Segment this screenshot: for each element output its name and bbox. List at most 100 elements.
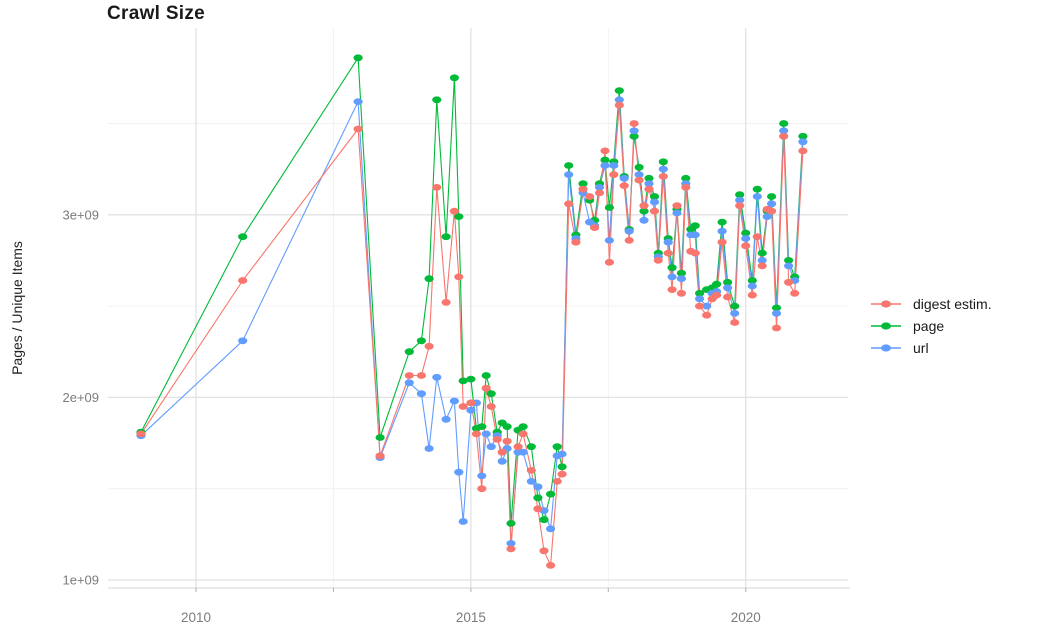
data-point-digest — [676, 289, 687, 297]
data-point-page — [404, 348, 414, 356]
data-point-page — [481, 372, 491, 379]
data-point-url — [717, 227, 727, 235]
data-point-digest — [518, 430, 528, 438]
data-point-digest — [723, 293, 733, 301]
data-point-url — [619, 174, 629, 182]
data-point-url — [614, 96, 624, 104]
data-point-page — [667, 264, 677, 272]
data-point-page — [486, 390, 496, 398]
legend-label-page: page — [913, 318, 945, 334]
data-point-url — [609, 162, 619, 169]
legend-item-digest: digest estim. — [870, 293, 992, 315]
x-tick-label: 2020 — [731, 610, 761, 625]
x-tick-label: 2015 — [456, 610, 486, 625]
data-point-digest — [506, 545, 516, 553]
data-point-digest — [644, 185, 654, 193]
data-point-url — [466, 406, 476, 414]
data-point-url — [798, 138, 808, 146]
data-point-page — [741, 229, 751, 237]
data-point-page — [649, 193, 660, 200]
data-point-page — [466, 375, 476, 383]
data-point-page — [449, 74, 459, 82]
data-point-page — [634, 163, 644, 171]
data-point-digest — [624, 237, 634, 244]
data-point-page — [502, 423, 512, 430]
data-point-digest — [416, 372, 426, 379]
data-point-url — [546, 525, 556, 533]
data-point-url — [486, 443, 496, 451]
legend-item-url: url — [870, 337, 992, 359]
data-point-page — [658, 158, 668, 166]
data-point-url — [723, 284, 733, 292]
legend-item-page: page — [870, 315, 992, 337]
data-point-url — [238, 337, 248, 345]
data-point-url — [629, 127, 639, 135]
data-point-digest — [614, 101, 624, 109]
data-point-url — [784, 262, 794, 270]
data-point-url — [604, 237, 615, 244]
data-point-page — [546, 490, 556, 498]
data-point-digest — [578, 185, 588, 193]
data-point-digest — [526, 467, 536, 474]
data-point-page — [771, 304, 782, 312]
data-point-digest — [634, 176, 644, 184]
data-point-url — [624, 227, 634, 235]
data-point-digest — [353, 125, 363, 133]
data-point-page — [712, 280, 722, 288]
data-point-page — [730, 302, 740, 310]
data-point-digest — [546, 562, 556, 569]
data-point-url — [644, 180, 654, 188]
data-point-digest — [449, 207, 459, 215]
y-axis-title: Pages / Unique Items — [9, 241, 25, 375]
data-point-digest — [238, 277, 248, 284]
data-point-digest — [533, 505, 543, 513]
data-point-digest — [735, 202, 745, 210]
data-point-url — [424, 445, 434, 452]
data-point-digest — [513, 443, 523, 451]
data-point-url — [757, 257, 767, 264]
data-point-url — [735, 196, 745, 204]
data-point-url — [449, 397, 459, 405]
data-point-url — [557, 450, 567, 458]
data-point-url — [767, 200, 777, 208]
data-point-digest — [757, 262, 767, 270]
data-point-digest — [629, 120, 639, 127]
data-point-digest — [590, 224, 600, 232]
data-point-digest — [712, 291, 722, 299]
data-point-url — [506, 540, 516, 547]
data-point-digest — [784, 278, 794, 286]
y-tick-label: 3e+09 — [62, 207, 99, 222]
data-point-digest — [492, 436, 502, 443]
data-point-page — [539, 516, 549, 524]
x-tick-label: 2010 — [181, 610, 211, 625]
data-point-url — [663, 238, 673, 246]
data-point-url — [454, 468, 464, 476]
data-point-digest — [552, 478, 562, 485]
data-point-digest — [790, 289, 800, 297]
data-point-digest — [752, 233, 762, 241]
data-point-digest — [432, 184, 442, 191]
data-point-digest — [557, 470, 567, 478]
data-point-digest — [798, 147, 808, 155]
data-point-url — [752, 193, 762, 200]
data-point-digest — [767, 207, 777, 215]
data-point-url — [771, 310, 782, 317]
data-point-digest — [681, 184, 691, 191]
data-point-page — [557, 463, 567, 471]
data-point-digest — [663, 249, 673, 257]
data-point-digest — [653, 257, 663, 264]
data-point-url — [564, 171, 574, 179]
data-point-page — [578, 180, 588, 188]
data-point-digest — [690, 249, 700, 257]
data-point-page — [600, 156, 610, 164]
data-point-digest — [730, 319, 740, 326]
data-point-digest — [477, 485, 487, 493]
data-point-digest — [771, 324, 782, 332]
data-point-digest — [539, 547, 549, 555]
data-point-digest — [619, 182, 629, 190]
data-point-digest — [741, 242, 751, 250]
data-point-page — [564, 162, 574, 169]
data-point-url — [747, 282, 757, 290]
